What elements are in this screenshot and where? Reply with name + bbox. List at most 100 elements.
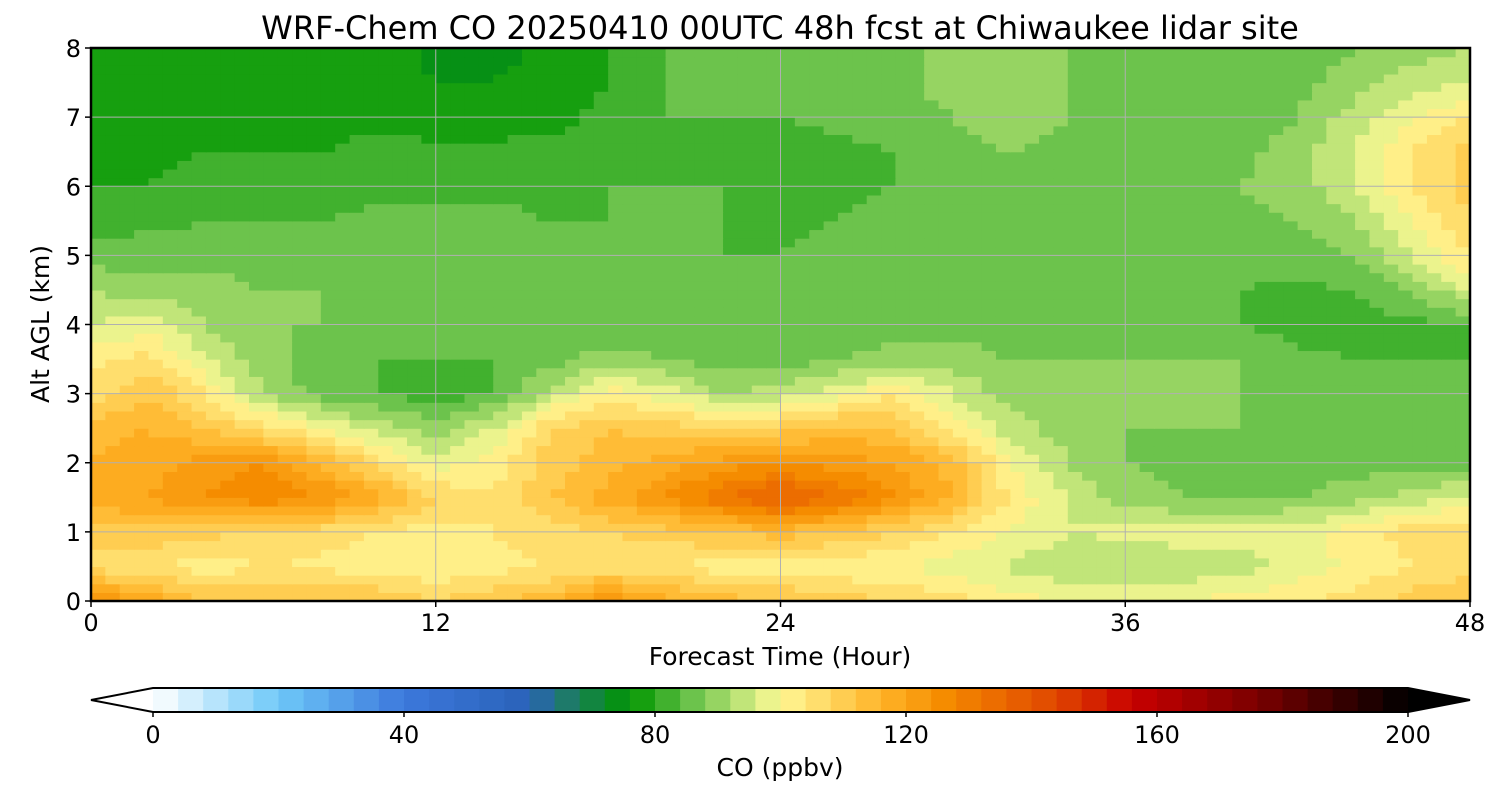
- heatmap-cell: [478, 575, 494, 585]
- heatmap-cell: [1024, 359, 1040, 369]
- heatmap-cell: [866, 367, 882, 377]
- heatmap-cell: [493, 480, 509, 490]
- heatmap-cell: [1240, 246, 1256, 256]
- heatmap-cell: [1326, 514, 1342, 524]
- heatmap-cell: [105, 350, 121, 360]
- heatmap-cell: [622, 307, 638, 317]
- heatmap-cell: [608, 212, 624, 222]
- heatmap-cell: [1225, 246, 1241, 256]
- heatmap-cell: [363, 203, 379, 213]
- heatmap-cell: [220, 480, 236, 490]
- heatmap-cell: [277, 445, 293, 455]
- heatmap-cell: [1082, 186, 1098, 196]
- heatmap-cell: [1211, 514, 1227, 524]
- heatmap-cell: [1211, 151, 1227, 161]
- heatmap-cell: [1067, 333, 1083, 343]
- heatmap-cell: [837, 419, 853, 429]
- heatmap-cell: [1153, 592, 1169, 602]
- heatmap-cell: [1326, 272, 1342, 282]
- heatmap-cell: [134, 350, 150, 360]
- heatmap-cell: [91, 220, 106, 231]
- heatmap-cell: [1225, 272, 1241, 282]
- heatmap-cell: [91, 289, 106, 300]
- heatmap-cell: [1326, 531, 1342, 542]
- heatmap-cell: [1125, 324, 1141, 334]
- heatmap-cell: [708, 402, 724, 412]
- heatmap-cell: [263, 531, 279, 542]
- heatmap-cell: [1254, 436, 1270, 447]
- heatmap-cell: [1082, 523, 1098, 533]
- heatmap-cell: [1412, 523, 1428, 533]
- heatmap-cell: [1139, 497, 1155, 507]
- heatmap-cell: [565, 350, 580, 360]
- heatmap-cell: [737, 480, 753, 490]
- heatmap-cell: [1240, 549, 1256, 559]
- heatmap-cell: [679, 281, 695, 291]
- heatmap-cell: [694, 402, 710, 412]
- heatmap-cell: [292, 480, 308, 490]
- heatmap-cell: [1240, 557, 1256, 568]
- heatmap-cell: [1010, 376, 1026, 386]
- heatmap-cell: [665, 367, 681, 377]
- heatmap-cell: [852, 575, 868, 585]
- heatmap-cell: [1067, 505, 1083, 516]
- heatmap-cell: [737, 488, 753, 498]
- heatmap-cell: [521, 255, 537, 265]
- heatmap-cell: [1326, 376, 1342, 386]
- heatmap-cell: [521, 428, 537, 438]
- heatmap-cell: [780, 298, 796, 308]
- heatmap-cell: [1039, 583, 1055, 593]
- heatmap-cell: [1197, 540, 1213, 550]
- heatmap-cell: [1426, 238, 1442, 248]
- heatmap-cell: [823, 566, 839, 576]
- heatmap-cell: [306, 289, 322, 300]
- heatmap-cell: [924, 229, 940, 239]
- heatmap-cell: [723, 497, 738, 507]
- heatmap-cell: [651, 445, 667, 455]
- heatmap-cell: [694, 514, 710, 524]
- heatmap-cell: [162, 246, 178, 256]
- heatmap-cell: [565, 160, 580, 170]
- heatmap-cell: [162, 566, 178, 576]
- heatmap-cell: [1153, 341, 1169, 352]
- heatmap-cell: [1283, 350, 1299, 360]
- heatmap-cell: [407, 445, 422, 455]
- heatmap-cell: [1268, 272, 1284, 282]
- heatmap-cell: [852, 333, 868, 343]
- heatmap-cell: [392, 324, 408, 334]
- heatmap-cell: [1240, 488, 1256, 498]
- heatmap-cell: [91, 186, 106, 196]
- heatmap-cell: [909, 255, 925, 265]
- heatmap-cell: [363, 212, 379, 222]
- heatmap-cell: [478, 272, 494, 282]
- heatmap-cell: [464, 246, 480, 256]
- heatmap-cell: [852, 151, 868, 161]
- heatmap-cell: [550, 376, 566, 386]
- heatmap-cell: [852, 557, 868, 568]
- heatmap-cell: [579, 246, 595, 256]
- heatmap-cell: [1268, 566, 1284, 576]
- heatmap-cell: [608, 220, 624, 231]
- heatmap-cell: [234, 454, 250, 464]
- heatmap-cell: [579, 376, 595, 386]
- heatmap-cell: [363, 402, 379, 412]
- heatmap-cell: [148, 471, 164, 481]
- heatmap-cell: [1340, 246, 1356, 256]
- heatmap-cell: [593, 410, 609, 421]
- heatmap-cell: [550, 264, 566, 274]
- heatmap-cell: [177, 220, 193, 231]
- heatmap-cell: [249, 341, 264, 352]
- heatmap-cell: [737, 367, 753, 377]
- heatmap-cell: [234, 298, 250, 308]
- heatmap-cell: [909, 324, 925, 334]
- heatmap-cell: [220, 557, 236, 568]
- heatmap-cell: [866, 272, 882, 282]
- heatmap-cell: [1197, 168, 1213, 179]
- heatmap-cell: [1182, 514, 1198, 524]
- heatmap-cell: [967, 454, 983, 464]
- heatmap-cell: [1211, 583, 1227, 593]
- heatmap-cell: [119, 575, 135, 585]
- heatmap-cell: [105, 419, 121, 429]
- heatmap-cell: [320, 255, 336, 265]
- heatmap-cell: [1168, 523, 1184, 533]
